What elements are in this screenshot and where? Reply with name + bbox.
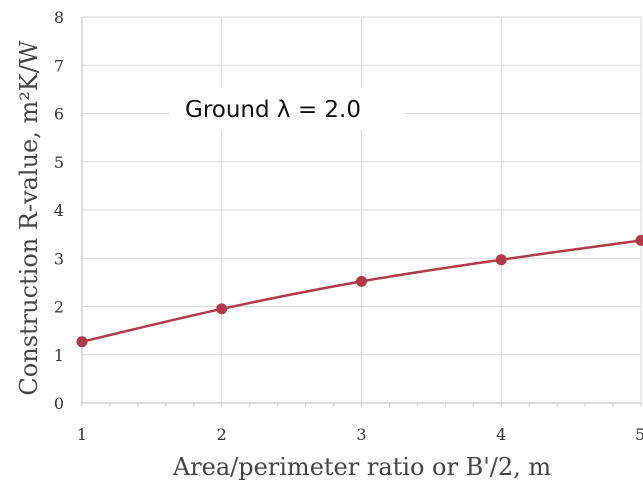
- y-tick-label: 1: [54, 346, 64, 365]
- x-tick-label: 5: [635, 425, 643, 444]
- y-tick-label: 5: [54, 153, 64, 172]
- y-tick-label: 4: [54, 201, 64, 220]
- annotation-background: [170, 88, 405, 130]
- x-axis-title: Area/perimeter ratio or B'/2, m: [172, 453, 552, 481]
- series-group: [76, 234, 643, 348]
- x-tick-label: 2: [217, 425, 227, 444]
- y-tick-label: 0: [54, 394, 64, 413]
- x-tick-label: 1: [77, 425, 87, 444]
- data-point: [76, 336, 88, 348]
- data-point: [216, 303, 228, 315]
- y-tick-label: 3: [54, 249, 64, 268]
- data-point: [356, 275, 367, 287]
- y-tick-labels: 0 1 2 3 4 5 6 7 8: [54, 8, 64, 413]
- y-tick-label: 6: [54, 105, 64, 124]
- x-tick-label: 3: [356, 425, 366, 444]
- x-tick-label: 4: [496, 425, 506, 444]
- y-axis-title: Construction R-value, m²K/W: [15, 40, 43, 395]
- y-tick-label: 8: [54, 8, 64, 27]
- y-tick-label: 2: [54, 298, 64, 317]
- x-tick-labels: 1 2 3 4 5: [77, 425, 643, 444]
- annotation-label: Ground λ = 2.0: [185, 97, 361, 123]
- data-point: [495, 254, 507, 266]
- data-point: [635, 234, 643, 246]
- y-tick-label: 7: [54, 56, 64, 75]
- grid: [82, 16, 642, 403]
